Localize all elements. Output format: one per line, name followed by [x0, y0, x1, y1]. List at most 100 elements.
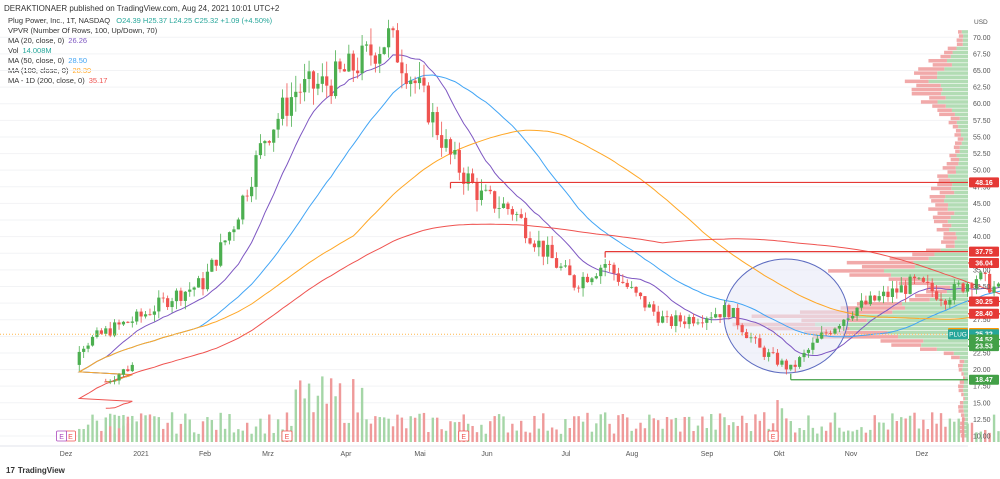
candle-body — [236, 219, 240, 230]
candle-body — [988, 273, 992, 293]
candle-body — [775, 352, 780, 365]
volume-bar — [723, 417, 726, 442]
candle-body — [121, 369, 126, 375]
volume-bar — [276, 419, 280, 442]
volume-bar — [979, 431, 983, 442]
candle-body — [581, 276, 585, 289]
vpvr-up-bar — [952, 50, 968, 55]
legend-ma50-row: MA (50, close, 0) 28.50 — [8, 56, 272, 66]
candle-body — [851, 316, 855, 319]
vpvr-down-bar — [957, 137, 964, 141]
candle-body — [731, 307, 735, 318]
volume-bar — [838, 427, 841, 442]
candle-body — [104, 381, 108, 383]
vpvr-down-bar — [955, 149, 960, 154]
candle-body — [983, 272, 987, 274]
candle-body — [630, 286, 634, 288]
price-label: 23.53 — [975, 344, 993, 351]
candle-body — [563, 265, 567, 267]
vpvr-up-bar — [963, 409, 968, 413]
volume-bar — [555, 429, 558, 442]
candle-body — [338, 61, 342, 70]
volume-bar — [533, 415, 536, 442]
vpvr-down-bar — [941, 240, 955, 244]
volume-bar — [453, 422, 457, 442]
candle-body — [714, 314, 718, 318]
x-tick-label: Apr — [341, 451, 353, 458]
candle-body — [210, 259, 214, 272]
volume-bar — [113, 414, 116, 442]
candle-body — [333, 61, 338, 97]
volume-bar — [427, 431, 430, 442]
candle-body — [435, 112, 439, 136]
vpvr-up-bar — [950, 178, 968, 183]
vpvr-up-bar — [963, 137, 968, 141]
candle-body — [820, 332, 824, 339]
candle-body — [687, 316, 691, 325]
publisher-line: DERAKTIONAER published on TradingView.co… — [4, 4, 280, 13]
vpvr-down-bar — [846, 260, 914, 265]
earnings-marker — [281, 430, 293, 442]
vpvr-up-bar — [928, 79, 968, 84]
volume-bar — [113, 433, 116, 442]
candle-body — [873, 295, 877, 301]
candle-body — [828, 332, 833, 334]
volume-bar — [365, 419, 368, 442]
volume-bar — [215, 429, 218, 442]
volume-bar — [824, 430, 828, 442]
vpvr-up-bar — [951, 186, 968, 191]
vpvr-down-bar — [933, 219, 948, 224]
vpvr-up-bar — [936, 293, 968, 298]
vpvr-up-bar — [953, 351, 968, 356]
vpvr-up-bar — [959, 145, 968, 150]
vpvr-up-bar — [965, 417, 968, 422]
volume-bar — [930, 412, 934, 442]
candle-body — [126, 321, 130, 323]
vpvr-down-bar — [956, 42, 963, 47]
ma50-line — [77, 74, 1000, 383]
vpvr-up-bar — [962, 421, 968, 426]
volume-bar — [842, 431, 846, 442]
candle-body — [108, 328, 112, 336]
candle-body — [683, 321, 687, 325]
candle-body — [470, 173, 475, 183]
volume-bar — [599, 414, 602, 442]
vpvr-down-bar — [937, 108, 952, 112]
candle-body — [493, 191, 497, 209]
volume-bar — [405, 428, 408, 442]
candle-body — [996, 283, 1000, 287]
candle-body — [705, 318, 709, 323]
vpvr-up-bar — [948, 174, 968, 178]
volume-bar — [869, 429, 872, 442]
volume-bar — [789, 421, 792, 442]
candle-body — [400, 62, 404, 74]
vpvr-down-bar — [956, 38, 963, 42]
candle-body — [992, 286, 996, 293]
candle-body — [572, 275, 576, 288]
volume-bar — [117, 428, 121, 442]
volume-bar — [926, 429, 929, 442]
vpvr-down-bar — [960, 421, 963, 426]
candle-body — [497, 208, 501, 209]
volume-bar — [396, 414, 399, 442]
candle-body — [691, 316, 696, 324]
vpvr-up-bar — [959, 355, 968, 360]
candle-body — [417, 77, 422, 84]
vpvr-down-bar — [958, 368, 963, 372]
volume-bar — [511, 423, 514, 442]
candle-body — [351, 53, 355, 71]
candle-body — [532, 243, 537, 248]
candle-body — [223, 240, 227, 243]
volume-bar — [621, 413, 625, 442]
volume-bar — [992, 414, 996, 442]
volume-bar — [550, 427, 554, 442]
candle-body — [634, 286, 638, 293]
vpvr-up-bar — [964, 396, 968, 401]
volume-bar — [157, 417, 161, 442]
candle-body — [117, 322, 121, 325]
volume-bar — [329, 378, 333, 442]
candle-body — [643, 296, 647, 308]
volume-bar — [710, 414, 713, 442]
volume-bar — [745, 422, 748, 442]
